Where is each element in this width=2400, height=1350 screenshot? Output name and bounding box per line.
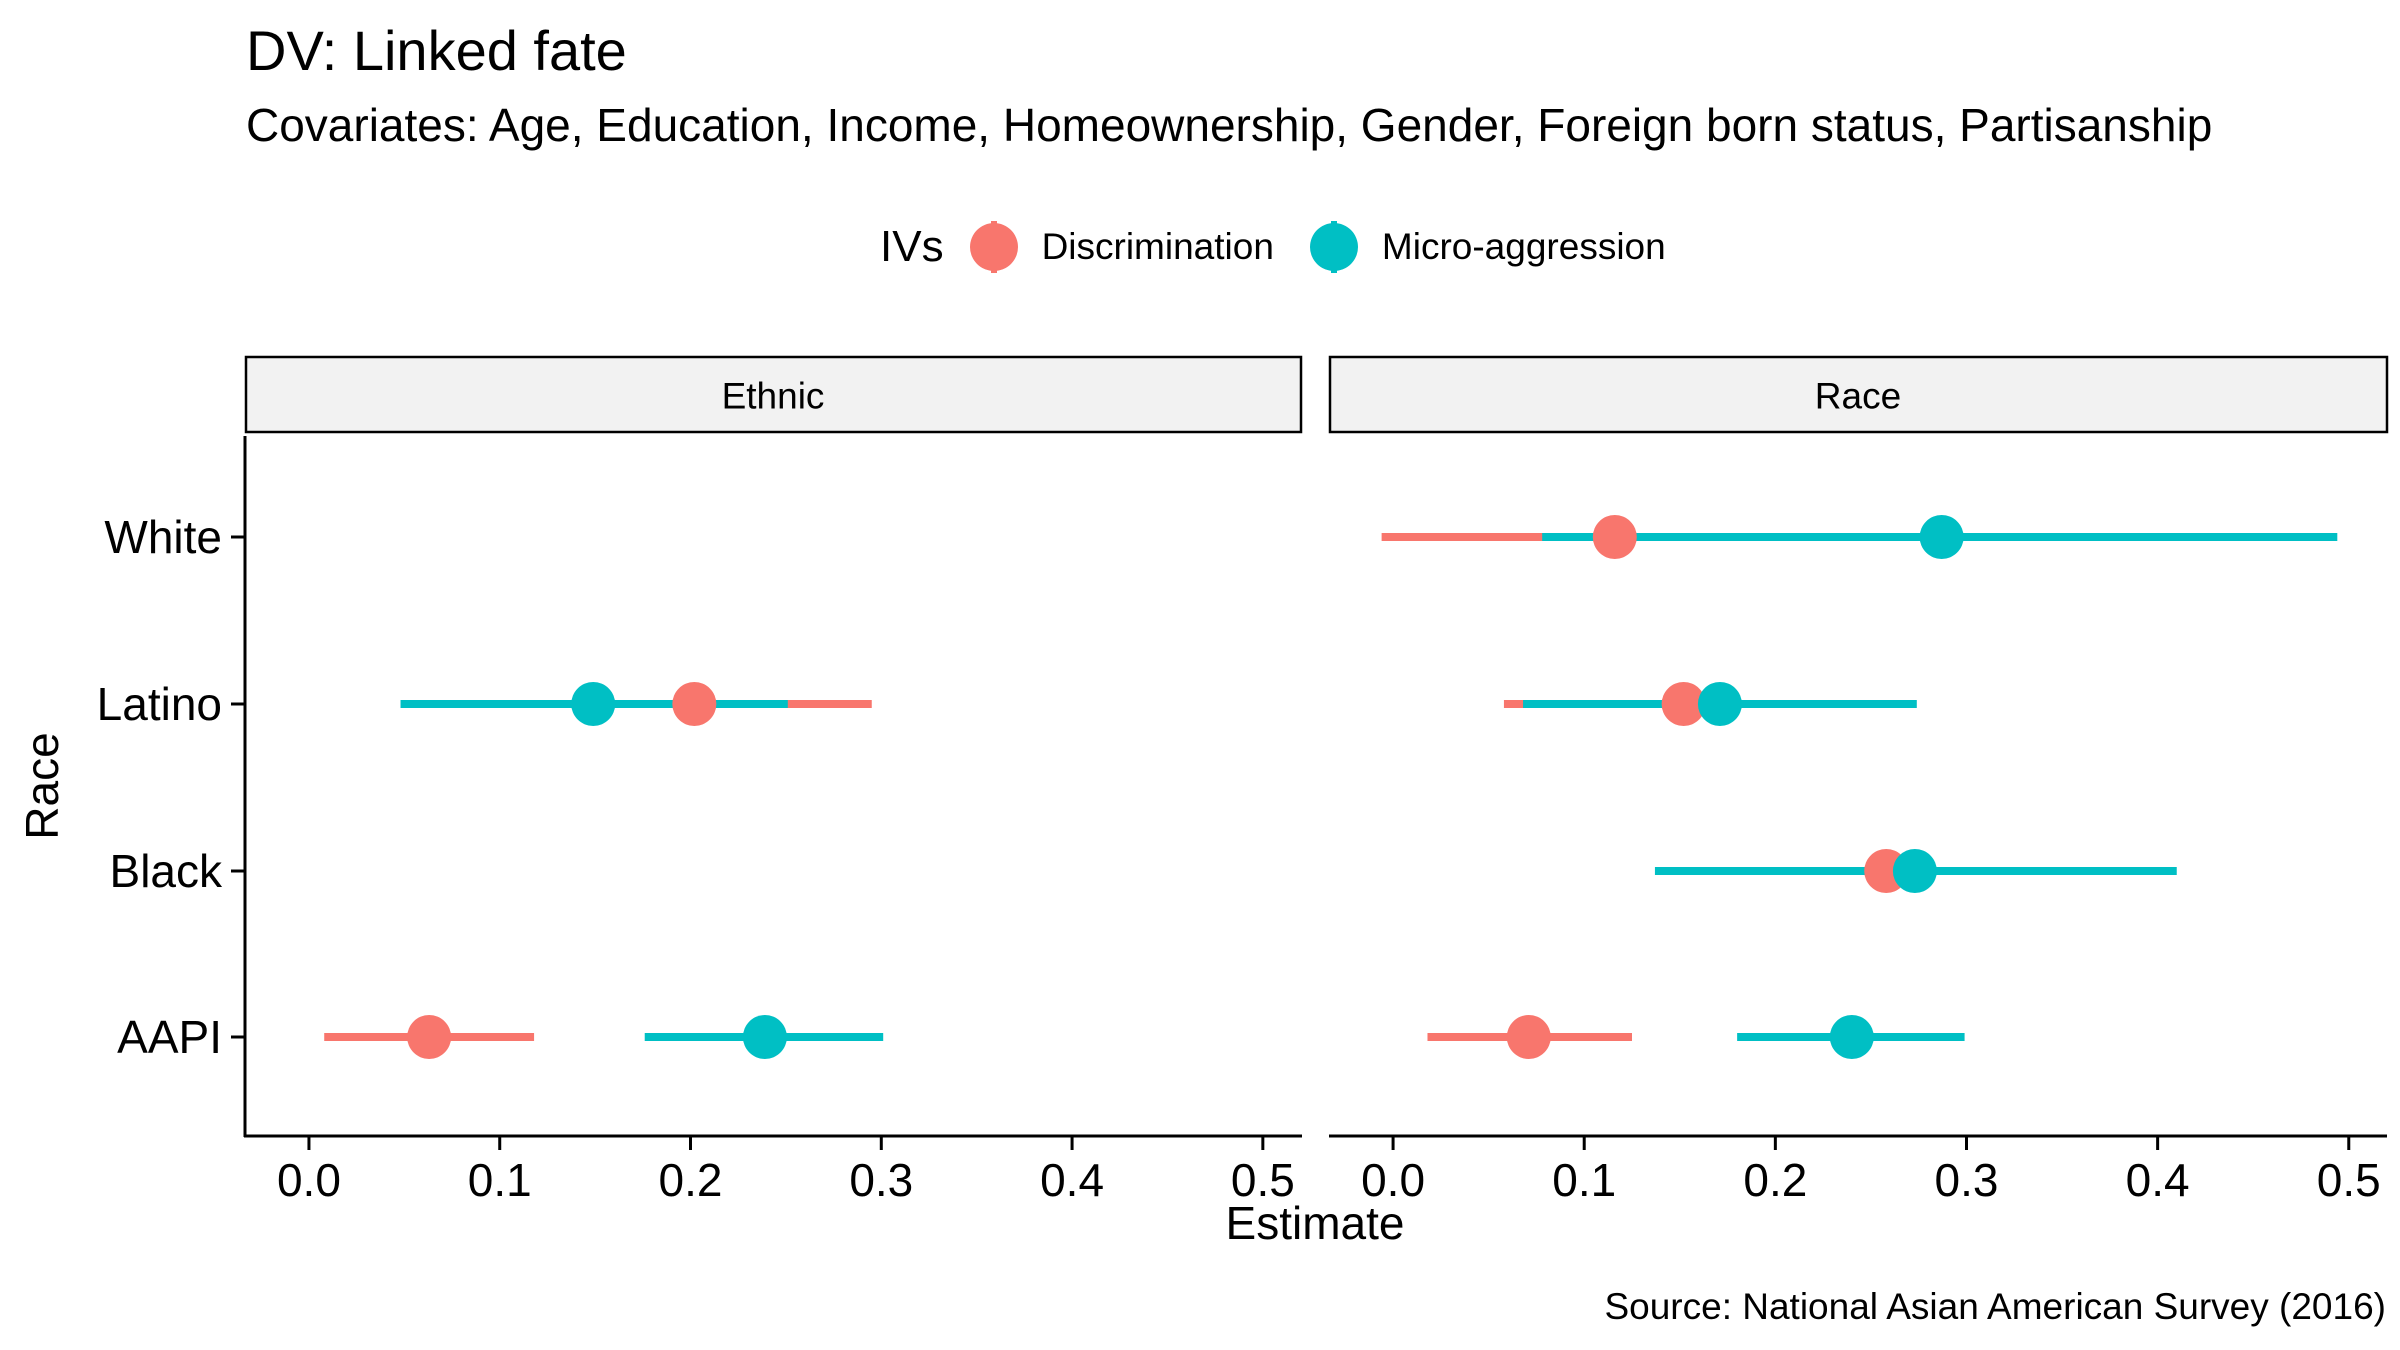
x-axis: 0.0 0.1 0.2 0.3 0.4 0.5 0.0 0.1 0.2 0.3 0.4 0.5 (277, 1136, 2381, 1206)
y-tick-label-black: Black (110, 845, 223, 897)
y-tick-label-latino: Latino (97, 678, 222, 730)
point-micro-aggression-race-black (1892, 849, 1937, 893)
chart-subtitle: Covariates: Age, Education, Income, Home… (246, 99, 2213, 151)
point-discrimination-race-latino (1661, 682, 1706, 726)
legend-key-discrimination (969, 221, 1018, 273)
x-tick-label-race-0-5: 0.5 (2317, 1154, 2381, 1206)
x-tick-label-race-0-3: 0.3 (1935, 1154, 1999, 1206)
point-micro-aggression-race-white (1919, 515, 1964, 559)
legend: IVs Discrimination Micro-aggression (880, 212, 1696, 282)
facet-label-ethnic: Ethnic (722, 376, 825, 417)
x-tick-label-ethnic-0-2: 0.2 (659, 1154, 723, 1206)
y-axis: White Latino Black AAPI (97, 511, 245, 1063)
point-discrimination-race-white (1592, 515, 1637, 559)
point-micro-aggression-race-aapi (1829, 1015, 1874, 1059)
chart-title: DV: Linked fate (246, 19, 627, 82)
x-tick-label-race-0-0: 0.0 (1361, 1154, 1425, 1206)
facet-label-race: Race (1815, 376, 1901, 417)
x-tick-label-ethnic-0-1: 0.1 (468, 1154, 532, 1206)
x-tick-label-ethnic-0-4: 0.4 (1040, 1154, 1104, 1206)
point-discrimination-ethnic-latino (672, 682, 717, 726)
point-micro-aggression-ethnic-aapi (742, 1015, 787, 1059)
data-marks (324, 515, 2338, 1059)
legend-key-micro-aggression (1309, 221, 1358, 273)
legend-item-discrimination: Discrimination (964, 217, 1274, 277)
point-micro-aggression-ethnic-latino (571, 682, 616, 726)
x-tick-label-ethnic-0-3: 0.3 (849, 1154, 913, 1206)
x-tick-label-ethnic-0-5: 0.5 (1231, 1154, 1295, 1206)
facet-strip-race (1328, 355, 2389, 434)
legend-label-micro-aggression: Micro-aggression (1381, 226, 1666, 267)
y-tick-label-white: White (104, 511, 222, 563)
x-axis-label: Estimate (1226, 1197, 1405, 1249)
point-discrimination-race-aapi (1506, 1015, 1551, 1059)
x-tick-label-ethnic-0-0: 0.0 (277, 1154, 341, 1206)
x-tick-label-race-0-4: 0.4 (2126, 1154, 2190, 1206)
legend-title: IVs (880, 222, 944, 271)
x-tick-label-race-0-2: 0.2 (1743, 1154, 1807, 1206)
y-tick-label-aapi: AAPI (117, 1011, 222, 1063)
facet-strip-ethnic (244, 355, 1303, 434)
legend-label-discrimination: Discrimination (1041, 226, 1274, 267)
x-tick-label-race-0-1: 0.1 (1552, 1154, 1616, 1206)
point-discrimination-ethnic-aapi (407, 1015, 452, 1059)
legend-item-micro-aggression: Micro-aggression (1304, 217, 1666, 277)
y-axis-label: Race (16, 732, 68, 839)
source-caption: Source: National Asian American Survey (… (1604, 1286, 2386, 1327)
point-micro-aggression-race-latino (1697, 682, 1742, 726)
